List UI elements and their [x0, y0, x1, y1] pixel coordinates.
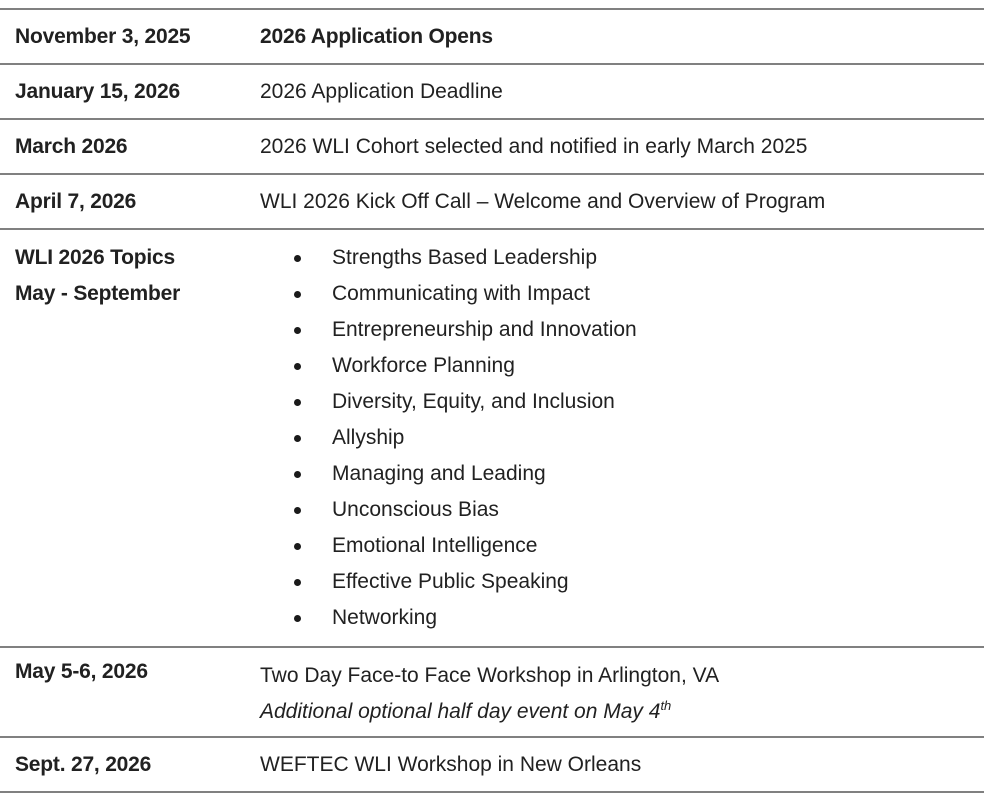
table-row: April 7, 2026 WLI 2026 Kick Off Call – W… [0, 174, 984, 229]
date-cell: March 2026 [15, 135, 128, 158]
event-cell: Strengths Based Leadership Communicating… [259, 229, 984, 647]
date-cell: April 7, 2026 [15, 190, 137, 213]
list-item: Entrepreneurship and Innovation [294, 312, 969, 348]
workshop-note-text: Additional optional half day event on Ma… [260, 700, 661, 723]
workshop-note: Additional optional half day event on Ma… [260, 694, 969, 730]
event-cell: 2026 WLI Cohort selected and notified in… [260, 135, 808, 158]
workshop-event-text: Two Day Face-to Face Workshop in Arlingt… [260, 664, 720, 687]
date-cell: January 15, 2026 [15, 80, 180, 103]
date-cell: November 3, 2025 [15, 25, 191, 48]
table-row: March 2026 2026 WLI Cohort selected and … [0, 119, 984, 174]
table-row-topics: WLI 2026 Topics May - September Strength… [0, 229, 984, 647]
list-item: Unconscious Bias [294, 492, 969, 528]
schedule-document: November 3, 2025 2026 Application Opens … [0, 8, 984, 793]
date-cell: May 5-6, 2026 [15, 660, 148, 683]
event-cell: WLI 2026 Kick Off Call – Welcome and Ove… [260, 190, 826, 213]
list-item: Strengths Based Leadership [294, 240, 969, 276]
list-item: Workforce Planning [294, 348, 969, 384]
date-cell: Sept. 27, 2026 [15, 753, 152, 776]
list-item: Effective Public Speaking [294, 564, 969, 600]
event-cell: Two Day Face-to Face Workshop in Arlingt… [259, 647, 984, 737]
list-item: Managing and Leading [294, 456, 969, 492]
event-cell: 2026 Application Opens [260, 25, 493, 48]
list-item: Emotional Intelligence [294, 528, 969, 564]
table-row: November 3, 2025 2026 Application Opens [0, 9, 984, 64]
list-item: Diversity, Equity, and Inclusion [294, 384, 969, 420]
workshop-note-superscript: th [660, 698, 672, 713]
table-row: Sept. 27, 2026 WEFTEC WLI Workshop in Ne… [0, 737, 984, 792]
topics-heading-line1: WLI 2026 Topics [15, 246, 175, 269]
table-row: January 15, 2026 2026 Application Deadli… [0, 64, 984, 119]
schedule-table: November 3, 2025 2026 Application Opens … [0, 8, 984, 793]
list-item: Allyship [294, 420, 969, 456]
topics-list: Strengths Based Leadership Communicating… [260, 240, 969, 636]
list-item: Communicating with Impact [294, 276, 969, 312]
event-cell: 2026 Application Deadline [260, 80, 503, 103]
list-item: Networking [294, 600, 969, 636]
table-row-workshop: May 5-6, 2026 Two Day Face-to Face Works… [0, 647, 984, 737]
event-cell: WEFTEC WLI Workshop in New Orleans [260, 753, 642, 776]
date-cell: WLI 2026 Topics May - September [0, 229, 259, 647]
topics-heading-line2: May - September [15, 282, 181, 305]
